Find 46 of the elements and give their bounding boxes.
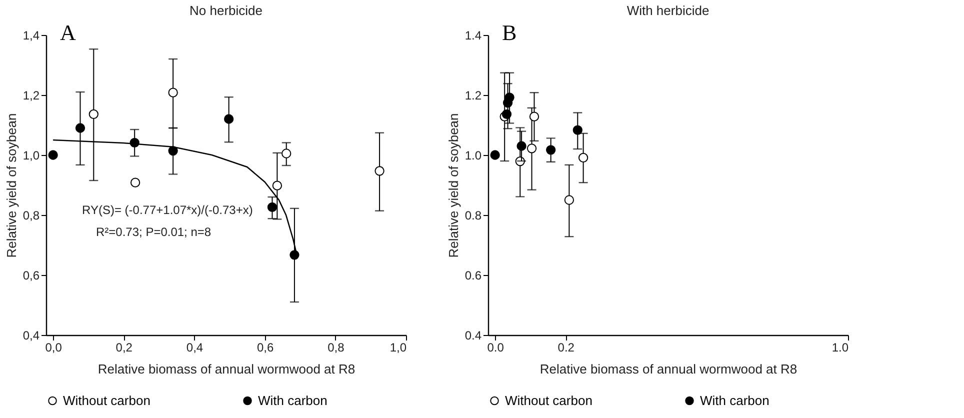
point: [130, 178, 140, 188]
chart-title: No herbicide: [190, 3, 262, 18]
x-tick-label: 0.2: [558, 340, 575, 354]
legend-label: Without carbon: [505, 392, 592, 408]
x-tick-label: 1,0: [390, 340, 407, 354]
y-tick-label: 1.4: [464, 28, 482, 42]
y-tick-label: 0,6: [22, 268, 40, 282]
point: [282, 148, 292, 158]
y-axis-title: Relative yield of soybean: [446, 113, 461, 258]
y-tick-label: 1.2: [464, 88, 482, 102]
point: [224, 114, 234, 124]
y-axis-title: Relative yield of soybean: [4, 113, 19, 258]
y-tick-label: 1.0: [464, 148, 482, 162]
y-tick-label: 1,2: [22, 88, 40, 102]
x-tick-label: 1.0: [832, 340, 849, 354]
x-tick-label: 0.0: [487, 340, 504, 354]
x-axis-title: Relative biomass of annual wormwood at R8: [98, 362, 356, 376]
x-tick-label: 0,0: [45, 340, 62, 354]
legend-label: With carbon: [700, 392, 770, 408]
x-tick-label: 0,4: [186, 340, 204, 354]
point: [75, 123, 86, 133]
x-tick-label: 0,2: [116, 340, 133, 354]
x-tick-label: 0,8: [328, 340, 345, 354]
x-tick-label: 0,6: [256, 340, 274, 354]
point: [88, 109, 98, 120]
legend-label: With carbon: [258, 392, 328, 408]
annotation: RY(S)= (-0.77+1.07*x)/(-0.73+x): [82, 203, 253, 217]
y-tick-label: 0,4: [22, 328, 40, 342]
point: [168, 88, 178, 98]
y-tick-label: 0.6: [464, 268, 482, 282]
legend-label: Without carbon: [63, 392, 150, 408]
point: [267, 202, 278, 212]
x-axis-title: Relative biomass of annual wormwood at R8: [540, 362, 798, 376]
point: [272, 180, 282, 190]
annotation: A: [60, 20, 76, 45]
annotation: R²=0.73; P=0.01; n=8: [96, 225, 212, 239]
point: [374, 166, 384, 176]
annotation: B: [502, 20, 517, 45]
y-tick-label: 0.4: [464, 328, 482, 342]
y-tick-label: 1,0: [22, 148, 40, 162]
chart-title: With herbicide: [626, 3, 710, 18]
point: [290, 250, 300, 260]
y-tick-label: 0.8: [464, 208, 482, 222]
y-tick-label: 0,8: [22, 208, 40, 222]
y-tick-label: 1,4: [22, 28, 40, 42]
point: [48, 150, 58, 160]
